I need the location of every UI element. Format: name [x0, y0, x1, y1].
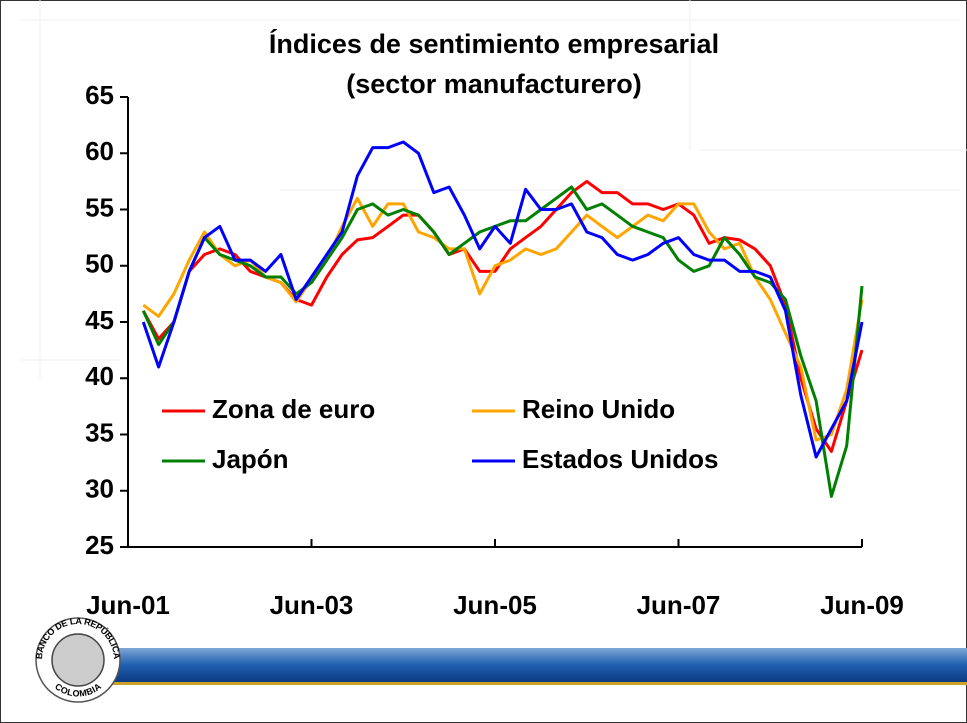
- footer-band: [110, 648, 967, 682]
- y-tick-label: 40: [85, 361, 114, 391]
- x-tick-label: Jun-07: [637, 590, 721, 620]
- y-tick-label: 45: [85, 305, 114, 335]
- x-tick-label: Jun-01: [86, 590, 170, 620]
- y-tick-label: 30: [85, 474, 114, 504]
- background-lines: [20, 0, 967, 380]
- legend-label: Estados Unidos: [522, 444, 718, 474]
- y-tick-label: 65: [85, 80, 114, 110]
- y-tick-label: 55: [85, 192, 114, 222]
- legend-label: Zona de euro: [212, 394, 375, 424]
- y-tick-label: 25: [85, 530, 114, 560]
- x-tick-label: Jun-03: [270, 590, 354, 620]
- chart-subtitle: (sector manufacturero): [346, 69, 642, 99]
- legend-label: Japón: [212, 444, 289, 474]
- x-tick-label: Jun-09: [820, 590, 904, 620]
- logo-emblem: [51, 633, 105, 687]
- y-tick-label: 50: [85, 249, 114, 279]
- legend-label: Reino Unido: [522, 394, 675, 424]
- chart-title: Índices de sentimiento empresarial: [269, 28, 719, 59]
- series-line: [141, 140, 864, 459]
- footer-stripe: [110, 682, 967, 685]
- series-line: [141, 185, 864, 498]
- x-tick-label: Jun-05: [453, 590, 537, 620]
- y-tick-label: 35: [85, 417, 114, 447]
- y-tick-label: 60: [85, 136, 114, 166]
